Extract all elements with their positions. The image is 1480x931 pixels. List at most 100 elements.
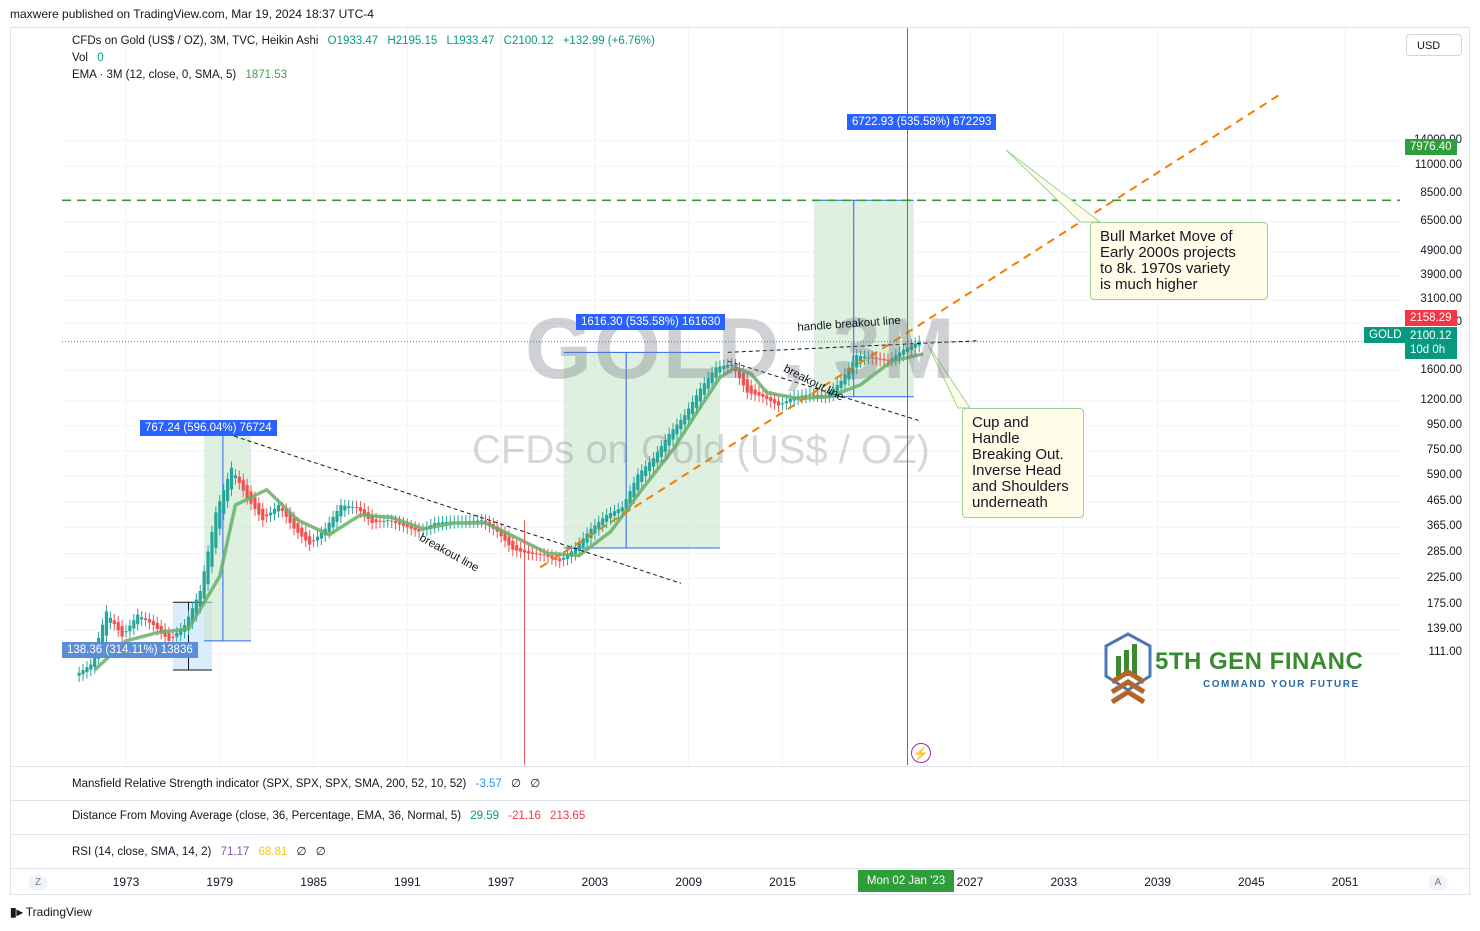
legend-volume-label[interactable]: Vol — [72, 52, 88, 64]
candle-body — [648, 462, 652, 472]
candle-body — [202, 571, 206, 599]
candle-body — [198, 591, 202, 607]
time-tick: 2033 — [1050, 875, 1078, 889]
candle-body — [136, 614, 140, 625]
tradingview-logo-icon: ▮▸ — [10, 905, 23, 919]
long-term-trendline — [539, 91, 1284, 569]
candle-body — [526, 551, 531, 554]
candle-body — [132, 620, 136, 629]
price-tick: 3100.00 — [1420, 293, 1462, 306]
candle-body — [405, 524, 409, 528]
symbol-tag: GOLD — [1364, 327, 1407, 343]
price-tick: 175.00 — [1426, 598, 1462, 611]
measure-label-4[interactable]: 6722.93 (535.58%) 672293 — [847, 114, 997, 130]
candle-body — [257, 503, 261, 515]
pane-rsi[interactable]: RSI (14, close, SMA, 14, 2) 71.17 68.81 … — [10, 834, 1470, 869]
candle-body — [726, 364, 730, 368]
candle-body — [167, 633, 171, 641]
candle-body — [593, 525, 597, 534]
time-tick: 1985 — [300, 875, 327, 889]
candle-body — [866, 357, 871, 359]
pane-mansfield[interactable]: Mansfield Relative Strength indicator (S… — [10, 766, 1470, 801]
legend-close: C2100.12 — [503, 35, 554, 47]
price-tick: 6500.00 — [1420, 214, 1462, 227]
candle-body — [339, 505, 343, 517]
candle-body — [300, 527, 304, 537]
candle-body — [894, 355, 898, 360]
legend-ema-label[interactable]: EMA · 3M (12, close, 0, SMA, 5) — [72, 69, 237, 81]
candle-body — [245, 485, 249, 499]
tradingview-footer[interactable]: ▮▸ TradingView — [10, 905, 92, 919]
candle-body — [565, 554, 570, 559]
candle-body — [444, 521, 449, 524]
candle-body — [175, 632, 179, 637]
currency-button[interactable]: USD — [1406, 34, 1462, 56]
measure-label-3[interactable]: 1616.30 (535.58%) 161630 — [576, 314, 726, 330]
candle-body — [780, 403, 785, 405]
candle-body — [143, 618, 148, 620]
time-tick: 2015 — [769, 875, 796, 889]
candle-body — [605, 514, 609, 522]
lightning-event-icon[interactable]: ⚡ — [911, 743, 931, 763]
pane-dma[interactable]: Distance From Moving Average (close, 36,… — [10, 800, 1470, 835]
legend-symbol[interactable]: CFDs on Gold (US$ / OZ), 3M, TVC, Heikin… — [72, 35, 319, 47]
candle-body — [351, 506, 355, 508]
last-price-value: 2100.12 — [1410, 330, 1452, 342]
candle-body — [909, 345, 914, 350]
candle-body — [835, 384, 839, 392]
candle-body — [698, 388, 703, 402]
candle-body — [655, 452, 660, 463]
candle-body — [378, 520, 382, 522]
candle-body — [546, 554, 550, 557]
candle-body — [272, 508, 277, 514]
legend-symbol-row[interactable]: CFDs on Gold (US$ / OZ), 3M, TVC, Heikin… — [72, 35, 655, 47]
measure-boxes — [172, 199, 914, 671]
time-tick: 2027 — [956, 875, 984, 889]
price-tick: 365.00 — [1426, 520, 1462, 533]
note-bull-market[interactable]: Bull Market Move of Early 2000s projects… — [1090, 222, 1268, 300]
cursor-date-label: Mon 02 Jan '23 — [858, 870, 954, 892]
time-tick: 2045 — [1238, 875, 1265, 889]
candle-body — [620, 507, 624, 512]
candle-body — [120, 626, 124, 637]
time-axis[interactable] — [10, 868, 1470, 896]
candle-body — [370, 515, 374, 523]
price-tick: 111.00 — [1428, 646, 1462, 659]
candle-body — [409, 525, 413, 529]
candle-body — [284, 509, 288, 517]
measure-box — [563, 352, 720, 549]
candle-body — [476, 520, 480, 522]
tradingview-brand: TradingView — [25, 905, 92, 919]
rsi-na-1: ∅ — [296, 846, 307, 858]
rsi-label-row: RSI (14, close, SMA, 14, 2) 71.17 68.81 … — [72, 844, 326, 858]
candle-body — [581, 538, 585, 548]
candle-body — [401, 523, 406, 526]
candle-body — [112, 620, 116, 625]
candle-body — [636, 474, 640, 490]
dma-value-1: 29.59 — [470, 810, 500, 822]
note-cup-handle[interactable]: Cup and Handle Breaking Out. Inverse Hea… — [962, 408, 1084, 518]
axis-auto-button[interactable]: A — [1428, 875, 1448, 891]
breakout-line-1 — [227, 433, 682, 584]
price-tick: 4900.00 — [1420, 244, 1462, 257]
candle-body — [335, 510, 339, 522]
candle-body — [304, 532, 308, 541]
legend-open: O1933.47 — [327, 35, 379, 47]
price-tick: 11000.00 — [1414, 159, 1462, 172]
last-price-tag: 2100.12 10d 0h — [1405, 327, 1457, 359]
legend-volume-row[interactable]: Vol 0 — [72, 52, 104, 64]
legend-ema-row[interactable]: EMA · 3M (12, close, 0, SMA, 5) 1871.53 — [72, 69, 287, 81]
candle-body — [773, 399, 777, 404]
candle-body — [573, 548, 577, 554]
measure-label-2[interactable]: 767.24 (596.04%) 76724 — [140, 420, 277, 436]
candle-body — [186, 616, 191, 629]
candle-body — [761, 393, 765, 397]
candle-body — [550, 555, 554, 559]
measure-label-1[interactable]: 138.36 (314.11%) 13836 — [62, 642, 198, 658]
candle-body — [624, 499, 628, 510]
dma-value-2: -21.16 — [508, 810, 541, 822]
axis-zoom-button[interactable]: Z — [28, 875, 48, 891]
time-tick: 2051 — [1331, 875, 1359, 889]
mansfield-na-1: ∅ — [511, 778, 522, 790]
